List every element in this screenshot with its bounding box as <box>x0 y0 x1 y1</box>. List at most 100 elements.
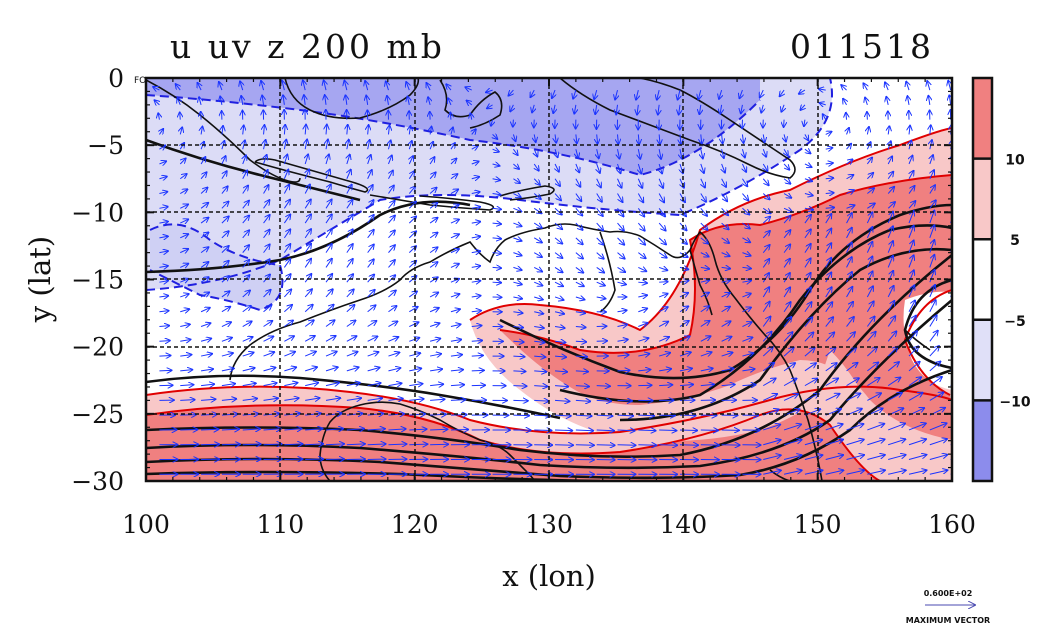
wind-vector <box>638 445 656 446</box>
wind-vector <box>554 252 562 258</box>
wind-vector <box>659 385 672 386</box>
wind-vector <box>742 238 750 242</box>
colorbar-segment <box>973 78 992 159</box>
wind-vector <box>867 393 881 401</box>
wind-vector <box>762 245 769 253</box>
wind-vector <box>159 222 167 224</box>
wind-vector <box>825 207 834 208</box>
wind-vector <box>409 444 427 445</box>
wind-vector <box>513 356 524 357</box>
wind-vector <box>908 285 914 298</box>
wind-vector <box>513 386 526 387</box>
colorbar-label: 5 <box>1010 233 1020 249</box>
wind-vector <box>554 222 562 229</box>
wind-vector <box>597 134 598 143</box>
wind-vector <box>368 140 370 150</box>
wind-vector <box>804 208 813 210</box>
wind-vector <box>721 280 730 282</box>
wind-vector <box>471 340 482 341</box>
y-tick-label: −15 <box>71 266 124 295</box>
wind-vector <box>825 470 844 475</box>
wind-vector <box>783 287 790 298</box>
wind-vector <box>554 356 566 357</box>
wind-vector <box>346 367 359 371</box>
wind-vector <box>243 171 247 179</box>
wind-vector <box>742 178 747 186</box>
wind-vector <box>742 337 752 341</box>
wind-vector <box>471 222 480 223</box>
colorbar-label: −10 <box>999 394 1030 410</box>
wind-vector <box>492 238 501 239</box>
wind-vector <box>888 470 906 475</box>
wind-vector <box>846 272 852 283</box>
wind-vector <box>618 178 622 188</box>
wind-vector <box>638 282 647 283</box>
wind-vector <box>637 104 638 115</box>
wind-vector <box>617 325 628 327</box>
wind-vector <box>305 398 319 400</box>
wind-vector <box>305 125 306 135</box>
wind-vector <box>430 142 433 150</box>
wind-vector <box>513 208 521 211</box>
wind-vector <box>698 89 700 99</box>
wind-vector <box>388 368 400 371</box>
wind-vector <box>388 306 396 313</box>
wind-vector <box>365 81 368 91</box>
wind-vector <box>346 383 360 386</box>
wind-vector <box>596 252 604 259</box>
wind-vector <box>409 141 412 150</box>
wind-vector <box>263 336 274 342</box>
wind-vector <box>242 368 255 371</box>
wind-vector <box>887 347 897 357</box>
wind-vector <box>180 219 188 223</box>
wind-vector <box>367 336 378 342</box>
wind-vector <box>552 89 555 98</box>
wind-vector <box>908 255 914 268</box>
wind-vector <box>283 200 290 209</box>
wind-vector <box>200 188 207 194</box>
wind-vector <box>637 193 643 203</box>
wind-vector <box>492 267 501 268</box>
wind-vector <box>450 205 459 209</box>
wind-vector <box>408 217 416 224</box>
wind-vector <box>742 163 746 172</box>
positive-contour-4 <box>499 174 952 354</box>
wind-vector <box>200 339 211 342</box>
wind-vector <box>513 223 521 226</box>
wind-vector <box>804 317 812 327</box>
wind-vector <box>929 470 948 475</box>
wind-vector <box>554 178 560 186</box>
wind-vector <box>221 231 229 239</box>
wind-vector <box>533 267 542 271</box>
wind-vector <box>804 440 822 446</box>
wind-vector <box>242 429 260 430</box>
colorbar-segment <box>973 400 992 481</box>
wind-vector <box>242 352 254 356</box>
y-tick-label: −10 <box>71 198 124 227</box>
wind-vector <box>534 312 543 314</box>
wind-vector <box>596 297 606 299</box>
wind-vector <box>325 320 335 327</box>
x-tick-label: 120 <box>391 510 439 539</box>
wind-vector <box>430 429 447 430</box>
wind-vector <box>513 238 521 241</box>
wind-vector <box>221 444 240 445</box>
wind-vector <box>721 237 729 243</box>
wind-vector <box>699 104 700 114</box>
wind-vector <box>576 163 579 172</box>
wind-vector <box>846 363 858 372</box>
wind-vector <box>304 274 311 283</box>
wind-vector <box>846 213 852 224</box>
colorbar-label: −5 <box>1004 314 1025 330</box>
wind-vector <box>908 241 914 253</box>
wind-vector <box>242 306 251 313</box>
wind-vector <box>679 306 688 313</box>
wind-vector <box>159 266 167 268</box>
wind-vector <box>429 188 436 194</box>
wind-vector <box>513 194 520 198</box>
wind-vector <box>430 369 442 371</box>
wind-vector <box>534 282 542 285</box>
wind-vector <box>825 363 837 372</box>
wind-vector <box>659 134 660 144</box>
wind-vector <box>825 214 832 224</box>
